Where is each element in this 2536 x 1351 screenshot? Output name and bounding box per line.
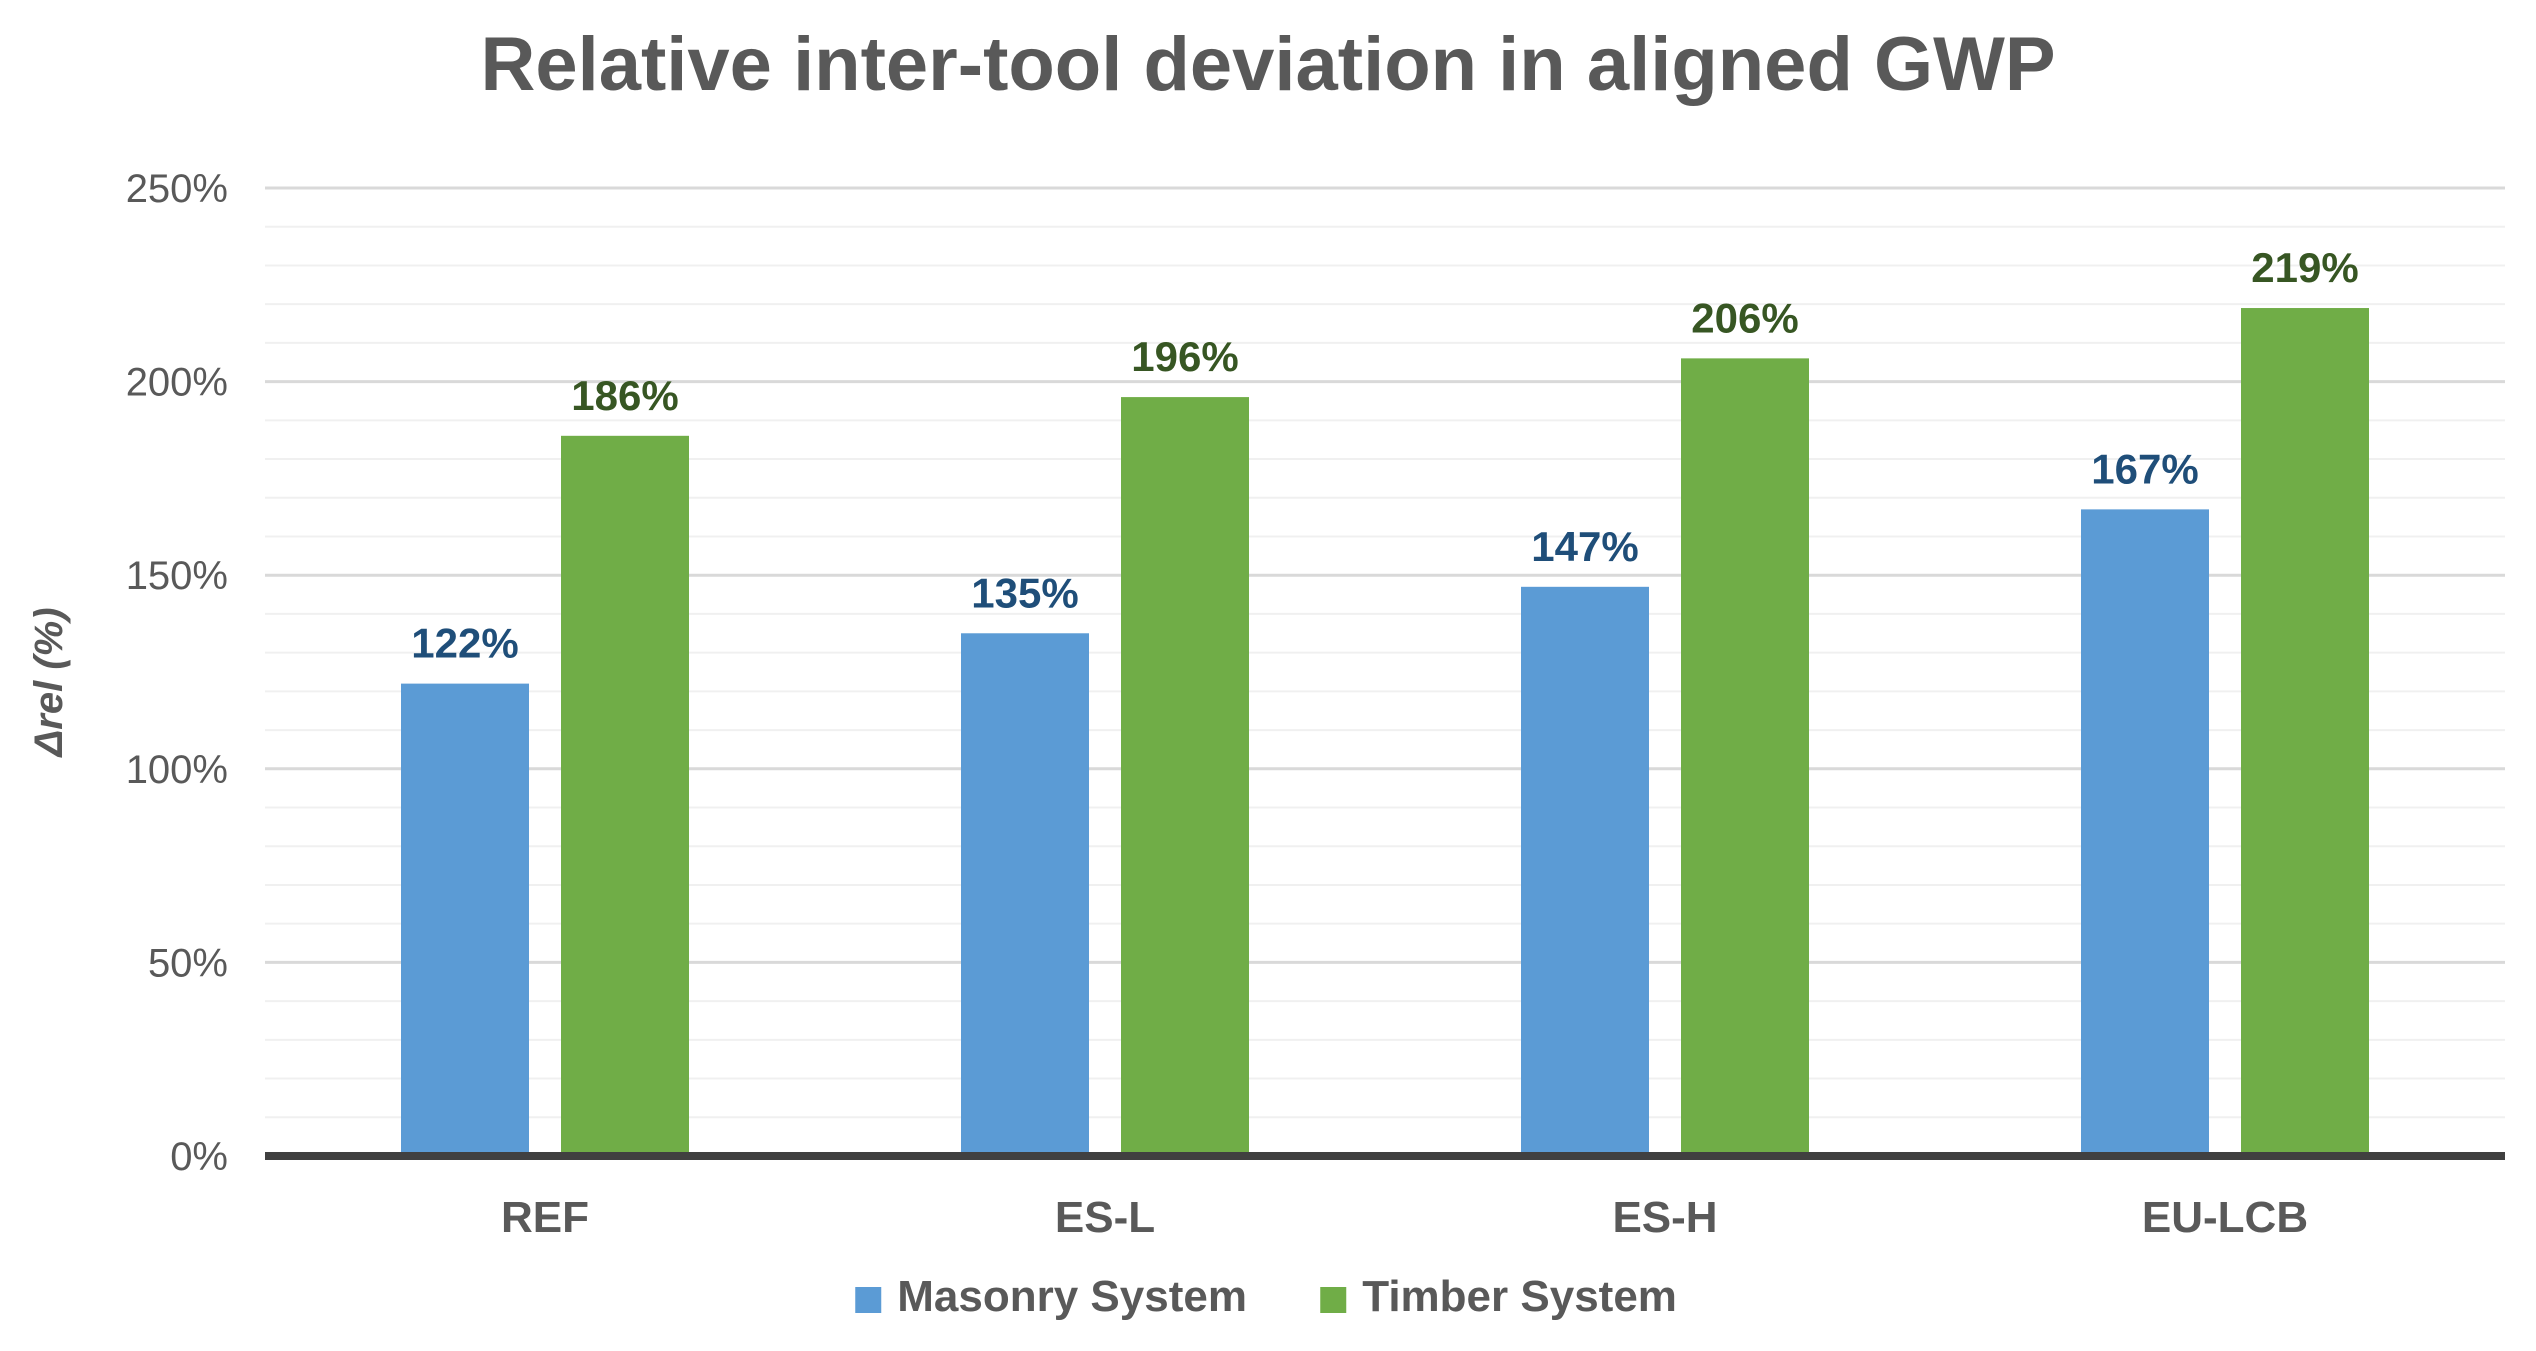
- bar-masonry-system-es-h: [1521, 586, 1649, 1156]
- data-label: 147%: [1531, 523, 1638, 570]
- bar-timber-system-es-l: [1121, 397, 1249, 1156]
- y-tick-label: 200%: [126, 361, 228, 405]
- chart-title: Relative inter-tool deviation in aligned…: [480, 22, 2055, 107]
- bars: [401, 308, 2369, 1157]
- data-label: 135%: [971, 569, 1078, 616]
- data-label: 186%: [571, 372, 678, 419]
- y-tick-label: 150%: [126, 554, 228, 598]
- data-labels: 122% 135% 147% 167% 186% 196% 206% 219%: [411, 244, 2358, 667]
- y-tick-label: 50%: [148, 941, 228, 985]
- legend-swatch: [855, 1287, 882, 1313]
- y-tick-label: 100%: [126, 748, 228, 792]
- x-category-label: REF: [501, 1193, 589, 1242]
- data-label: 167%: [2091, 445, 2198, 492]
- bar-masonry-system-eu-lcb: [2081, 509, 2209, 1157]
- x-category-label: ES-L: [1055, 1193, 1155, 1242]
- legend-entry: Masonry System: [897, 1272, 1247, 1321]
- y-tick-label: 0%: [170, 1135, 228, 1179]
- legend: Masonry System Timber System: [855, 1272, 1677, 1321]
- legend-swatch: [1320, 1287, 1347, 1313]
- bar-timber-system-ref: [561, 435, 689, 1157]
- legend-entry: Timber System: [1362, 1272, 1677, 1321]
- bar-masonry-system-ref: [401, 683, 529, 1156]
- bar-masonry-system-es-l: [961, 633, 1089, 1156]
- x-category-labels: REF ES-L ES-H EU-LCB: [501, 1193, 2308, 1242]
- data-label: 122%: [411, 620, 518, 667]
- y-tick-labels: 0% 50% 100% 150% 200% 250%: [126, 167, 228, 1179]
- y-axis-label: Δrel (%): [27, 607, 71, 758]
- y-tick-label: 250%: [126, 167, 228, 211]
- data-label: 206%: [1691, 294, 1798, 341]
- x-category-label: ES-H: [1612, 1193, 1717, 1242]
- data-label: 219%: [2251, 244, 2358, 291]
- data-label: 196%: [1131, 333, 1238, 380]
- bar-timber-system-eu-lcb: [2241, 308, 2369, 1157]
- x-category-label: EU-LCB: [2142, 1193, 2308, 1242]
- bar-timber-system-es-h: [1681, 358, 1809, 1156]
